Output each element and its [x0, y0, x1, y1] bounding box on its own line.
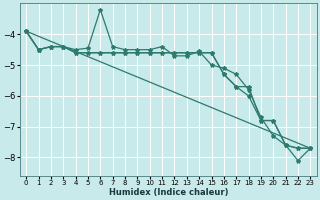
X-axis label: Humidex (Indice chaleur): Humidex (Indice chaleur): [108, 188, 228, 197]
